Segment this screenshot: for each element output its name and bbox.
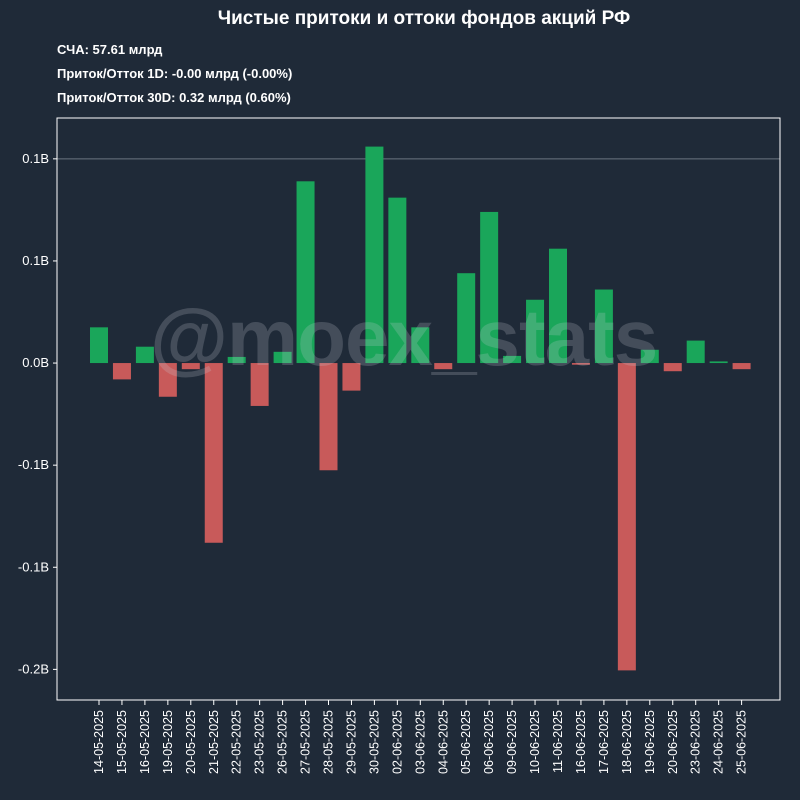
nav-value: 57.61 млрд (92, 42, 163, 57)
bar (640, 349, 659, 364)
flow-1d-stat: Приток/Отток 1D: -0.00 млрд (-0.00%) (57, 66, 292, 81)
bar (90, 327, 108, 364)
x-tick-label: 17-06-2025 (597, 710, 611, 774)
bar (112, 363, 131, 380)
x-tick-label: 28-05-2025 (322, 710, 336, 774)
x-tick-label: 23-05-2025 (253, 710, 267, 774)
x-axis: 14-05-2025 15-05-2025 16-05-2025 19-05-2025… (92, 700, 749, 774)
bar (158, 363, 177, 397)
bar (617, 363, 636, 671)
x-tick-label: 16-06-2025 (574, 710, 588, 774)
x-tick-label: 20-06-2025 (666, 710, 680, 774)
x-tick-label: 14-05-2025 (92, 710, 106, 774)
x-tick-label: 21-05-2025 (207, 710, 221, 774)
y-tick-label: 0.0B (22, 355, 49, 370)
bar (549, 248, 567, 364)
bar (732, 363, 751, 370)
bar (181, 363, 200, 370)
x-tick-label: 20-05-2025 (184, 710, 198, 774)
flow-30d-value: 0.32 млрд (0.60%) (179, 90, 291, 105)
x-tick-label: 16-05-2025 (138, 710, 152, 774)
bar (663, 363, 682, 372)
bar (526, 299, 545, 364)
y-tick-label: -0.2B (18, 661, 49, 676)
x-tick-label: 18-06-2025 (620, 710, 634, 774)
flow-30d-label: Приток/Отток 30D: (57, 90, 176, 105)
bar (204, 363, 223, 543)
flow-1d-label: Приток/Отток 1D: (57, 66, 169, 81)
bar (411, 327, 430, 364)
plot-frame (56, 117, 781, 701)
flow-1d-value: -0.00 млрд (-0.00%) (171, 66, 293, 81)
bar (594, 289, 613, 364)
bar (571, 363, 590, 365)
bar (503, 355, 522, 364)
x-tick-label: 05-06-2025 (459, 710, 473, 774)
x-tick-label: 06-06-2025 (482, 710, 496, 774)
nav-stat: СЧА: 57.61 млрд (57, 42, 162, 57)
x-tick-label: 25-06-2025 (735, 710, 749, 774)
y-tick-label: -0.1B (18, 559, 49, 574)
x-tick-label: 02-06-2025 (390, 710, 404, 774)
x-tick-label: 29-05-2025 (344, 710, 358, 774)
x-tick-label: 19-06-2025 (643, 710, 657, 774)
x-tick-label: 23-06-2025 (689, 710, 703, 774)
bar (250, 363, 269, 406)
x-tick-label: 19-05-2025 (161, 710, 175, 774)
x-tick-label: 27-05-2025 (299, 710, 313, 774)
bars (90, 146, 751, 671)
x-tick-label: 10-06-2025 (528, 710, 542, 774)
bar (388, 197, 407, 364)
x-tick-label: 24-06-2025 (712, 710, 726, 774)
bar (686, 340, 705, 364)
flow-30d-stat: Приток/Отток 30D: 0.32 млрд (0.60%) (57, 90, 291, 105)
x-tick-label: 22-05-2025 (230, 710, 244, 774)
bar (480, 211, 499, 364)
bar (342, 363, 361, 391)
bar (434, 363, 453, 370)
bar (319, 363, 338, 471)
x-tick-label: 30-05-2025 (367, 710, 381, 774)
bar (709, 361, 728, 364)
x-tick-label: 09-06-2025 (505, 710, 519, 774)
bar (296, 181, 315, 364)
y-tick-label: 0.1B (22, 253, 49, 268)
chart-title: Чистые притоки и оттоки фондов акций РФ (217, 8, 631, 29)
x-tick-label: 03-06-2025 (413, 710, 427, 774)
y-tick-label: -0.1B (18, 457, 49, 472)
y-axis: 0.1B 0.1B 0.0B -0.1B -0.1B -0.2B (18, 151, 57, 676)
x-tick-label: 04-06-2025 (436, 710, 450, 774)
x-tick-label: 11-06-2025 (551, 710, 565, 773)
bar (457, 273, 476, 364)
y-tick-label: 0.1B (22, 151, 49, 166)
x-tick-label: 26-05-2025 (276, 710, 290, 774)
bar (273, 351, 292, 364)
bar (365, 146, 384, 364)
x-tick-label: 15-05-2025 (115, 710, 129, 774)
bar (135, 346, 154, 364)
bar (227, 356, 246, 364)
nav-label: СЧА: (57, 42, 89, 57)
